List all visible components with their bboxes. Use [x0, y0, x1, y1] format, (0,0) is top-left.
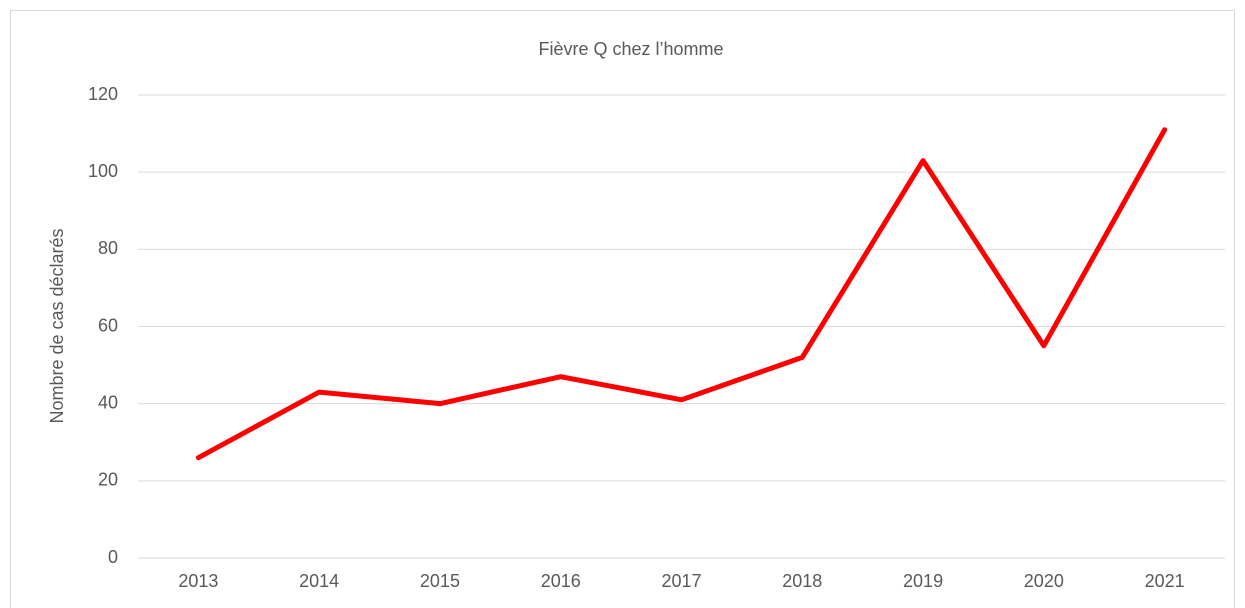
- x-tick-label: 2018: [782, 571, 822, 591]
- chart-title: Fièvre Q chez l’homme: [538, 39, 723, 59]
- y-tick-label: 60: [98, 315, 118, 335]
- y-tick-label: 80: [98, 238, 118, 258]
- y-tick-label: 100: [88, 161, 118, 181]
- x-tick-label: 2013: [178, 571, 218, 591]
- x-tick-label: 2020: [1024, 571, 1064, 591]
- y-tick-label: 120: [88, 84, 118, 104]
- x-tick-label: 2014: [299, 571, 339, 591]
- y-tick-label: 0: [108, 547, 118, 567]
- chart-frame: [10, 10, 1235, 608]
- x-tick-label: 2019: [903, 571, 943, 591]
- y-tick-label: 20: [98, 470, 118, 490]
- x-tick-label: 2016: [541, 571, 581, 591]
- x-tick-label: 2017: [661, 571, 701, 591]
- data-line: [195, 127, 1168, 461]
- x-tick-label: 2015: [420, 571, 460, 591]
- y-axis-label: Nombre de cas déclarés: [47, 228, 67, 423]
- x-tick-label: 2021: [1145, 571, 1185, 591]
- y-tick-label: 40: [98, 392, 118, 412]
